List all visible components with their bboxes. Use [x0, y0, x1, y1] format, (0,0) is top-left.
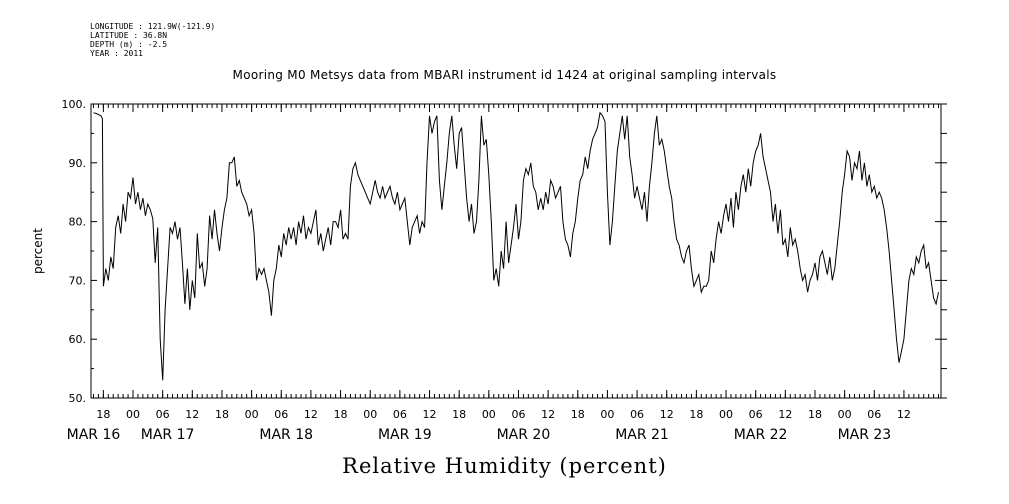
x-date-label: MAR 20 — [497, 427, 551, 443]
x-axis-title: Relative Humidity (percent) — [342, 454, 667, 478]
x-tick-label: 12 — [897, 408, 911, 421]
plot-frame — [90, 103, 942, 399]
y-tick-label: 90. — [69, 157, 87, 170]
x-date-label: MAR 21 — [615, 427, 669, 443]
y-axis: 50. 60. 70. 80. 90. 100. — [62, 98, 947, 405]
minor-ticks — [92, 104, 940, 398]
x-date-label: MAR 19 — [378, 427, 432, 443]
x-tick-label: 00 — [482, 408, 496, 421]
chart-title: Mooring M0 Metsys data from MBARI instru… — [232, 68, 777, 82]
x-tick-label: 06 — [749, 408, 763, 421]
x-axis: 18 00 06 12 18 00 06 12 18 00 06 12 18 00 06 12 18 00 06 12… — [67, 104, 911, 443]
x-tick-label: 12 — [660, 408, 674, 421]
longitude-text: LONGITUDE : 121.9W(-121.9) — [90, 22, 216, 31]
x-tick-label: 12 — [304, 408, 318, 421]
x-tick-label: 00 — [838, 408, 852, 421]
x-tick-label: 00 — [600, 408, 614, 421]
x-tick-label: 18 — [571, 408, 585, 421]
x-tick-label: 18 — [452, 408, 466, 421]
depth-text: DEPTH (m) : -2.5 — [90, 40, 168, 49]
y-tick-label: 100. — [62, 98, 87, 111]
station-metadata: LONGITUDE : 121.9W(-121.9) LATITUDE : 36.… — [90, 22, 215, 58]
y-tick-label: 50. — [69, 392, 87, 405]
x-tick-label: 18 — [808, 408, 822, 421]
y-tick-label: 70. — [69, 274, 87, 287]
x-tick-label: 00 — [245, 408, 259, 421]
x-tick-label: 12 — [541, 408, 555, 421]
x-date-label: MAR 22 — [734, 427, 788, 443]
x-date-label: MAR 16 — [67, 427, 121, 443]
x-tick-label: 06 — [630, 408, 644, 421]
x-tick-label: 00 — [363, 408, 377, 421]
x-tick-label: 00 — [126, 408, 140, 421]
x-tick-label: 18 — [334, 408, 348, 421]
latitude-text: LATITUDE : 36.8N — [90, 31, 168, 40]
x-tick-label: 18 — [215, 408, 229, 421]
y-axis-label: percent — [31, 228, 45, 274]
x-tick-label: 06 — [393, 408, 407, 421]
x-tick-label: 12 — [185, 408, 199, 421]
x-tick-label: 12 — [778, 408, 792, 421]
year-text: YEAR : 2011 — [90, 49, 143, 58]
x-tick-label: 06 — [274, 408, 288, 421]
x-tick-label: 18 — [689, 408, 703, 421]
x-tick-label: 18 — [96, 408, 110, 421]
x-date-label: MAR 17 — [141, 427, 195, 443]
series-group — [93, 111, 939, 381]
y-tick-label: 80. — [69, 216, 87, 229]
x-tick-label: 06 — [511, 408, 525, 421]
x-date-label: MAR 18 — [259, 427, 313, 443]
x-date-label: MAR 23 — [838, 427, 892, 443]
humidity-line — [93, 111, 939, 381]
y-tick-label: 60. — [69, 333, 87, 346]
x-tick-label: 12 — [423, 408, 437, 421]
x-tick-label: 06 — [156, 408, 170, 421]
x-tick-label: 06 — [867, 408, 881, 421]
x-tick-label: 00 — [719, 408, 733, 421]
